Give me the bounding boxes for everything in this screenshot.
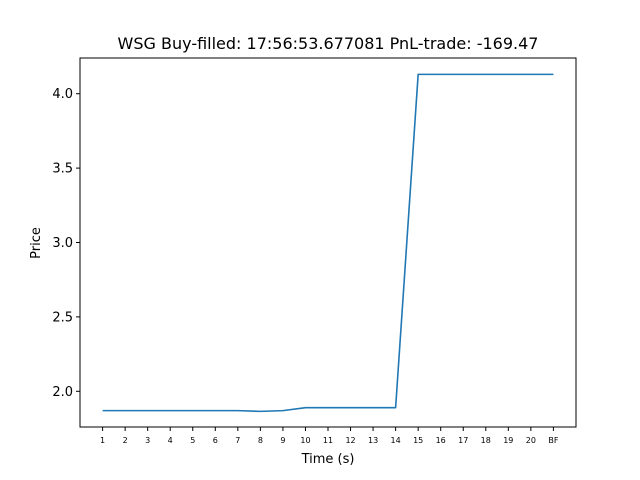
x-tick-label: 12 [345,436,355,445]
x-tick-label: 18 [481,436,491,445]
x-tick-label: 20 [526,436,536,445]
y-tick-label: 4.0 [52,87,73,102]
x-tick-label: 16 [436,436,446,445]
x-tick-label: 5 [190,436,195,445]
y-tick-label: 3.5 [52,162,73,177]
x-tick-label: 6 [213,436,218,445]
plot-area [79,57,577,428]
y-tick-label: 2.0 [52,385,73,400]
x-tick-label: 1 [100,436,105,445]
x-tick-label: 8 [258,436,263,445]
series-group [102,73,554,413]
y-axis-label: Price [29,227,44,259]
x-tick-label: 3 [145,436,150,445]
chart-title: WSG Buy-filled: 17:56:53.677081 PnL-trad… [118,34,539,53]
x-tick-label: 7 [235,436,240,445]
x-tick-label: 15 [413,436,423,445]
x-tick-label: 9 [280,436,285,445]
y-tick-label: 2.5 [52,310,73,325]
y-tick-label: 3.0 [52,236,73,251]
x-tick-label: 4 [168,436,173,445]
price-series-line [102,73,554,413]
x-tick-label: 13 [368,436,378,445]
x-axis: 1 2 3 4 5 6 7 8 9 10 11 12 13 14 15 16 17 18 19 20 BF [100,427,559,445]
x-tick-label: 17 [458,436,468,445]
x-axis-label: Time (s) [301,452,355,467]
x-tick-label: 14 [391,436,401,445]
x-tick-label: 19 [503,436,513,445]
x-tick-label: 2 [123,436,128,445]
x-tick-label: 11 [323,436,333,445]
x-tick-label: BF [548,436,558,445]
x-tick-label: 10 [300,436,310,445]
y-axis: 2.0 2.5 3.0 3.5 4.0 [52,87,80,400]
